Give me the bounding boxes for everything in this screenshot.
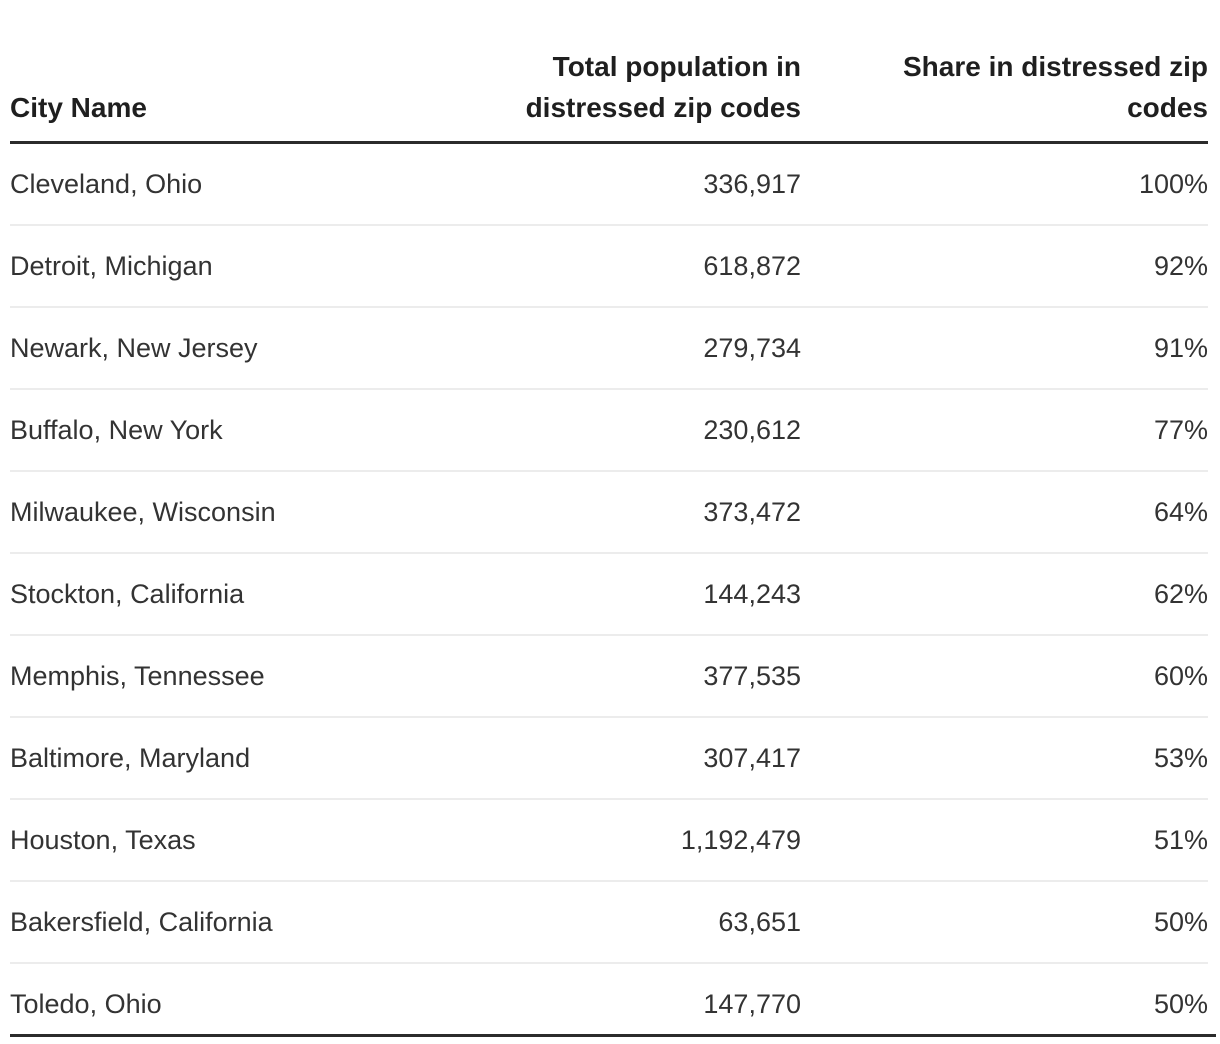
column-header-share: Share in distressed zip codes [801,0,1208,143]
city-name-cell: Baltimore, Maryland [10,717,430,799]
table-row: Detroit, Michigan 618,872 92% [10,225,1208,307]
population-cell: 336,917 [430,143,801,226]
column-header-population-line1: Total population in [430,46,801,87]
share-cell: 62% [801,553,1208,635]
population-cell: 63,651 [430,881,801,963]
table-header-row: City Name Total population in distressed… [10,0,1208,143]
share-cell: 91% [801,307,1208,389]
share-cell: 50% [801,963,1208,1044]
population-cell: 377,535 [430,635,801,717]
city-name-cell: Buffalo, New York [10,389,430,471]
city-name-cell: Stockton, California [10,553,430,635]
table-row: Memphis, Tennessee 377,535 60% [10,635,1208,717]
distressed-cities-table: City Name Total population in distressed… [10,0,1208,1044]
share-cell: 64% [801,471,1208,553]
table-row: Toledo, Ohio 147,770 50% [10,963,1208,1044]
city-name-cell: Detroit, Michigan [10,225,430,307]
table-row: Buffalo, New York 230,612 77% [10,389,1208,471]
table-row: Bakersfield, California 63,651 50% [10,881,1208,963]
column-header-share-line1: Share in distressed zip [801,46,1208,87]
share-cell: 50% [801,881,1208,963]
column-header-city: City Name [10,0,430,143]
city-name-cell: Houston, Texas [10,799,430,881]
city-name-cell: Bakersfield, California [10,881,430,963]
table-header: City Name Total population in distressed… [10,0,1208,143]
column-header-population: Total population in distressed zip codes [430,0,801,143]
table-row: Baltimore, Maryland 307,417 53% [10,717,1208,799]
city-name-cell: Cleveland, Ohio [10,143,430,226]
city-name-cell: Memphis, Tennessee [10,635,430,717]
share-cell: 51% [801,799,1208,881]
share-cell: 77% [801,389,1208,471]
population-cell: 230,612 [430,389,801,471]
population-cell: 1,192,479 [430,799,801,881]
population-cell: 307,417 [430,717,801,799]
column-header-city-label: City Name [10,87,430,128]
table-bottom-rule [10,1034,1216,1037]
table-body: Cleveland, Ohio 336,917 100% Detroit, Mi… [10,143,1208,1044]
population-cell: 279,734 [430,307,801,389]
share-cell: 60% [801,635,1208,717]
column-header-share-line2: codes [801,87,1208,128]
table-row: Stockton, California 144,243 62% [10,553,1208,635]
population-cell: 373,472 [430,471,801,553]
population-cell: 618,872 [430,225,801,307]
table-row: Houston, Texas 1,192,479 51% [10,799,1208,881]
population-cell: 144,243 [430,553,801,635]
share-cell: 53% [801,717,1208,799]
table-row: Milwaukee, Wisconsin 373,472 64% [10,471,1208,553]
city-name-cell: Toledo, Ohio [10,963,430,1044]
city-name-cell: Newark, New Jersey [10,307,430,389]
table-row: Cleveland, Ohio 336,917 100% [10,143,1208,226]
population-cell: 147,770 [430,963,801,1044]
share-cell: 92% [801,225,1208,307]
table-row: Newark, New Jersey 279,734 91% [10,307,1208,389]
city-name-cell: Milwaukee, Wisconsin [10,471,430,553]
column-header-population-line2: distressed zip codes [430,87,801,128]
share-cell: 100% [801,143,1208,226]
